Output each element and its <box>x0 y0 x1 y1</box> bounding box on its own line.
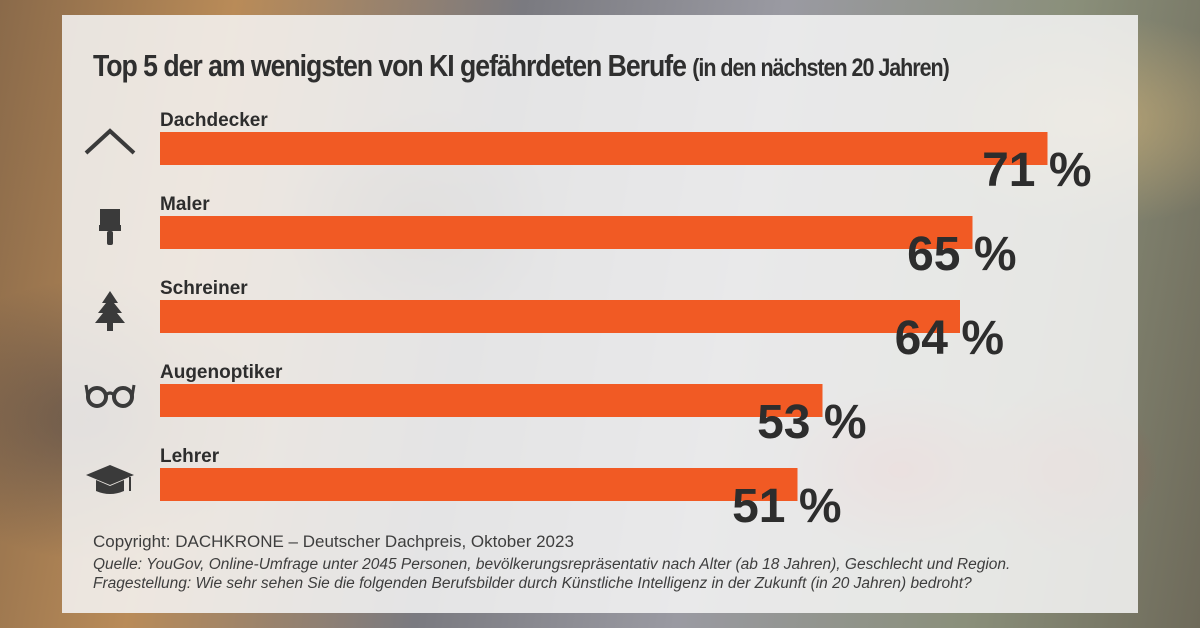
value-label: 51 % <box>732 480 841 533</box>
value-label: 64 % <box>895 312 1004 365</box>
bar <box>160 300 960 333</box>
graduation-cap-icon <box>86 465 134 494</box>
bar <box>160 384 823 417</box>
chart-subtitle: (in den nächsten 20 Jahren) <box>692 54 950 82</box>
chart-title-main: Top 5 der am wenigsten von KI gefährdete… <box>93 48 687 83</box>
value-label: 53 % <box>757 396 866 449</box>
footer: Copyright: DACHKRONE – Deutscher Dachpre… <box>93 532 1010 593</box>
glasses-icon <box>84 384 136 408</box>
source-text: Quelle: YouGov, Online-Umfrage unter 204… <box>93 556 1011 573</box>
chart-title: Top 5 der am wenigsten von KI gefährdete… <box>93 48 950 84</box>
paintbrush-icon <box>99 209 121 245</box>
question-text: Fragestellung: Wie sehr sehen Sie die fo… <box>93 575 972 592</box>
category-label: Schreiner <box>160 278 248 299</box>
bar <box>160 216 973 249</box>
bar <box>160 468 798 501</box>
category-label: Lehrer <box>160 446 220 467</box>
category-label: Maler <box>160 194 210 215</box>
value-label: 65 % <box>907 228 1016 281</box>
tree-icon <box>95 291 125 331</box>
value-label: 71 % <box>982 144 1091 197</box>
copyright-text: Copyright: DACHKRONE – Deutscher Dachpre… <box>93 532 574 551</box>
category-label: Augenoptiker <box>160 362 283 383</box>
bar <box>160 132 1048 165</box>
roof-icon <box>84 128 136 155</box>
category-label: Dachdecker <box>160 110 268 131</box>
